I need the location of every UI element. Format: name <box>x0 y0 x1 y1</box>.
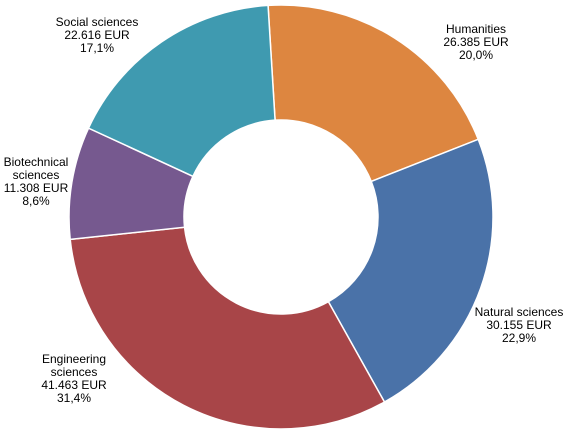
donut-slice <box>267 4 480 183</box>
slice-label: Humanities 26.385 EUR 20,0% <box>421 23 531 62</box>
value-label: 30.155 EUR <box>486 318 552 332</box>
category-label: Natural sciences <box>474 305 564 319</box>
percentage-label: 22,9% <box>501 331 537 345</box>
slice-label: Natural sciences 30.155 EUR 22,9% <box>464 306 574 345</box>
slice-label: Engineering sciences 41.463 EUR 31,4% <box>29 353 119 405</box>
donut-slice <box>87 4 276 178</box>
value-label: 11.308 EUR <box>3 181 69 195</box>
value-label: 22.616 EUR <box>64 28 130 42</box>
donut-slice <box>327 138 494 404</box>
category-label: Engineering sciences <box>41 352 107 379</box>
value-label: 26.385 EUR <box>443 35 509 49</box>
category-label: Humanities <box>445 22 507 36</box>
value-label: 41.463 EUR <box>41 378 107 392</box>
donut-slice <box>69 226 386 430</box>
category-label: Social sciences <box>55 15 139 29</box>
category-label: Biotechnical sciences <box>3 155 69 182</box>
slice-label: Biotechnical sciences 11.308 EUR 8,6% <box>0 156 72 208</box>
percentage-label: 20,0% <box>458 48 494 62</box>
percentage-label: 17,1% <box>79 41 115 55</box>
slice-label: Social sciences 22.616 EUR 17,1% <box>42 16 152 55</box>
percentage-label: 8,6% <box>22 194 50 208</box>
percentage-label: 31,4% <box>56 391 92 405</box>
